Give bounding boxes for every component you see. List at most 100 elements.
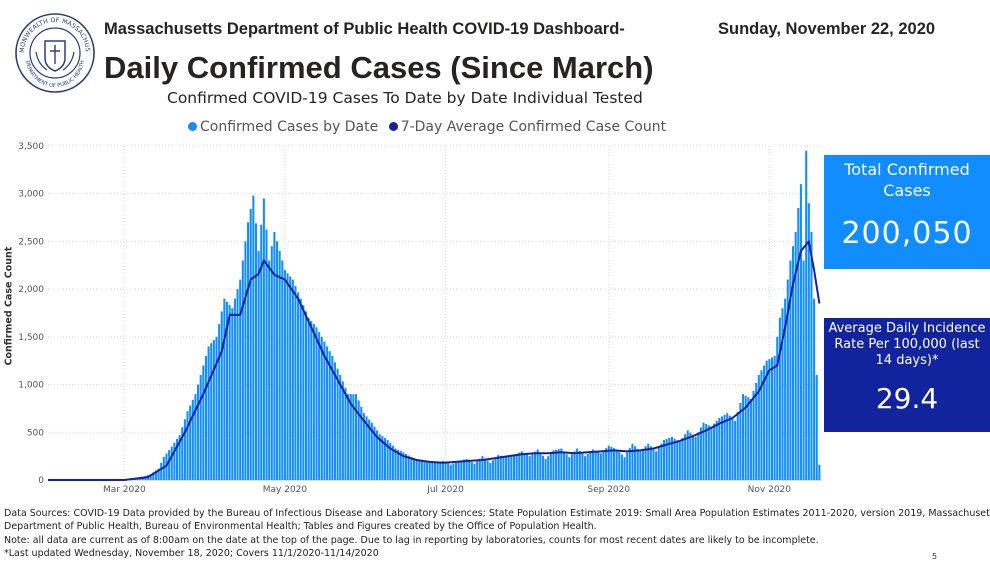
case-bar [341,381,344,480]
case-bar [318,332,321,480]
case-bar [326,346,329,480]
case-bar [702,422,705,480]
case-bar [610,446,613,480]
case-bar [383,438,386,480]
case-bar [481,456,484,480]
case-bar [562,451,566,480]
case-bar [715,420,718,480]
case-bar [655,451,658,480]
incidence-rate-card: Average Daily Incidence Rate Per 100,000… [824,318,990,432]
case-bar [710,426,713,480]
case-bar [307,317,310,480]
y-tick-label: 2,000 [18,285,44,295]
x-tick-label: May 2020 [263,485,308,495]
case-bar [270,246,273,480]
case-bar [631,443,634,480]
case-bar [247,222,250,480]
case-bar [573,451,576,480]
case-bar [773,355,776,480]
case-bar [597,452,600,480]
case-bar [763,365,766,480]
case-bar [628,448,631,480]
y-axis-label: Confirmed Case Count [3,246,15,366]
case-bar [183,419,186,480]
report-date: Sunday, November 22, 2020 [718,20,936,38]
case-bar [776,336,779,480]
case-bar [410,457,413,480]
case-bar [752,390,755,480]
chart-legend: Confirmed Cases by Date 7-Day Average Co… [188,119,672,135]
case-bar [620,454,623,480]
case-bar [328,351,331,480]
case-bar [634,446,637,480]
case-bar [391,445,394,480]
case-bar [736,411,739,480]
case-bar [297,292,300,480]
total-cases-value: 200,050 [841,216,973,251]
y-tick-label: 1,500 [18,333,44,343]
case-bar [460,460,463,480]
case-bar [726,413,729,480]
case-bar [381,436,384,480]
case-bar [612,448,616,480]
case-bar [231,308,234,480]
case-bar [405,453,408,480]
case-bar [520,451,523,480]
total-cases-card: Total Confirmed Cases 200,050 [824,155,990,269]
legend-swatch-average [388,122,398,131]
case-bar [544,459,547,480]
case-bar [449,464,452,480]
line-series [48,240,821,481]
case-bar [549,453,552,480]
case-bar [433,462,437,480]
case-bar [197,384,200,480]
case-bar [505,457,508,480]
case-bar [757,375,760,480]
case-bar [792,246,795,480]
data-sources-footnote: Data Sources: COVID-19 Data provided by … [4,507,990,561]
case-bar [160,462,163,480]
case-bar [286,273,289,480]
case-bar [589,451,592,480]
case-bar [652,448,655,480]
legend-label-average: 7-Day Average Confirmed Case Count [400,119,667,135]
case-bar [670,437,673,480]
legend-item-cases[interactable]: Confirmed Cases by Date [188,119,383,135]
case-bar [426,461,429,480]
case-bar [239,279,242,480]
case-bar [323,341,326,480]
case-bar [354,394,358,480]
case-bar [431,462,434,480]
case-bar [494,457,497,480]
case-bar [678,441,681,480]
case-bar [339,375,342,480]
legend-label-cases: Confirmed Cases by Date [200,119,379,135]
case-bar [220,311,223,480]
legend-item-average[interactable]: 7-Day Average Confirmed Case Count [388,119,667,135]
case-bar [789,260,792,480]
case-bar [278,250,281,480]
case-bar [365,416,368,480]
x-tick-label: Mar 2020 [103,485,146,495]
case-bar [441,460,444,480]
case-bar [254,223,257,481]
case-bar [252,195,255,480]
case-bar [352,394,355,480]
case-bar [357,400,360,480]
case-bar [778,317,781,480]
case-bar [510,455,513,480]
legend-swatch-cases [188,122,197,131]
case-bar [689,432,692,480]
case-bar [457,460,460,480]
case-bar [455,462,458,480]
case-bar [386,439,389,480]
page-title: Daily Confirmed Cases (Since March) [104,50,654,85]
case-bar [499,455,502,480]
daily-cases-chart[interactable]: 0 500 1,000 1,500 2,000 2,500 3,000 3,500 Mar 2… [0,136,822,500]
case-bar [157,468,160,480]
case-bar [202,365,205,480]
case-bar [684,434,687,480]
case-bar [233,298,236,480]
case-bar [223,298,226,480]
case-bar [236,289,239,480]
